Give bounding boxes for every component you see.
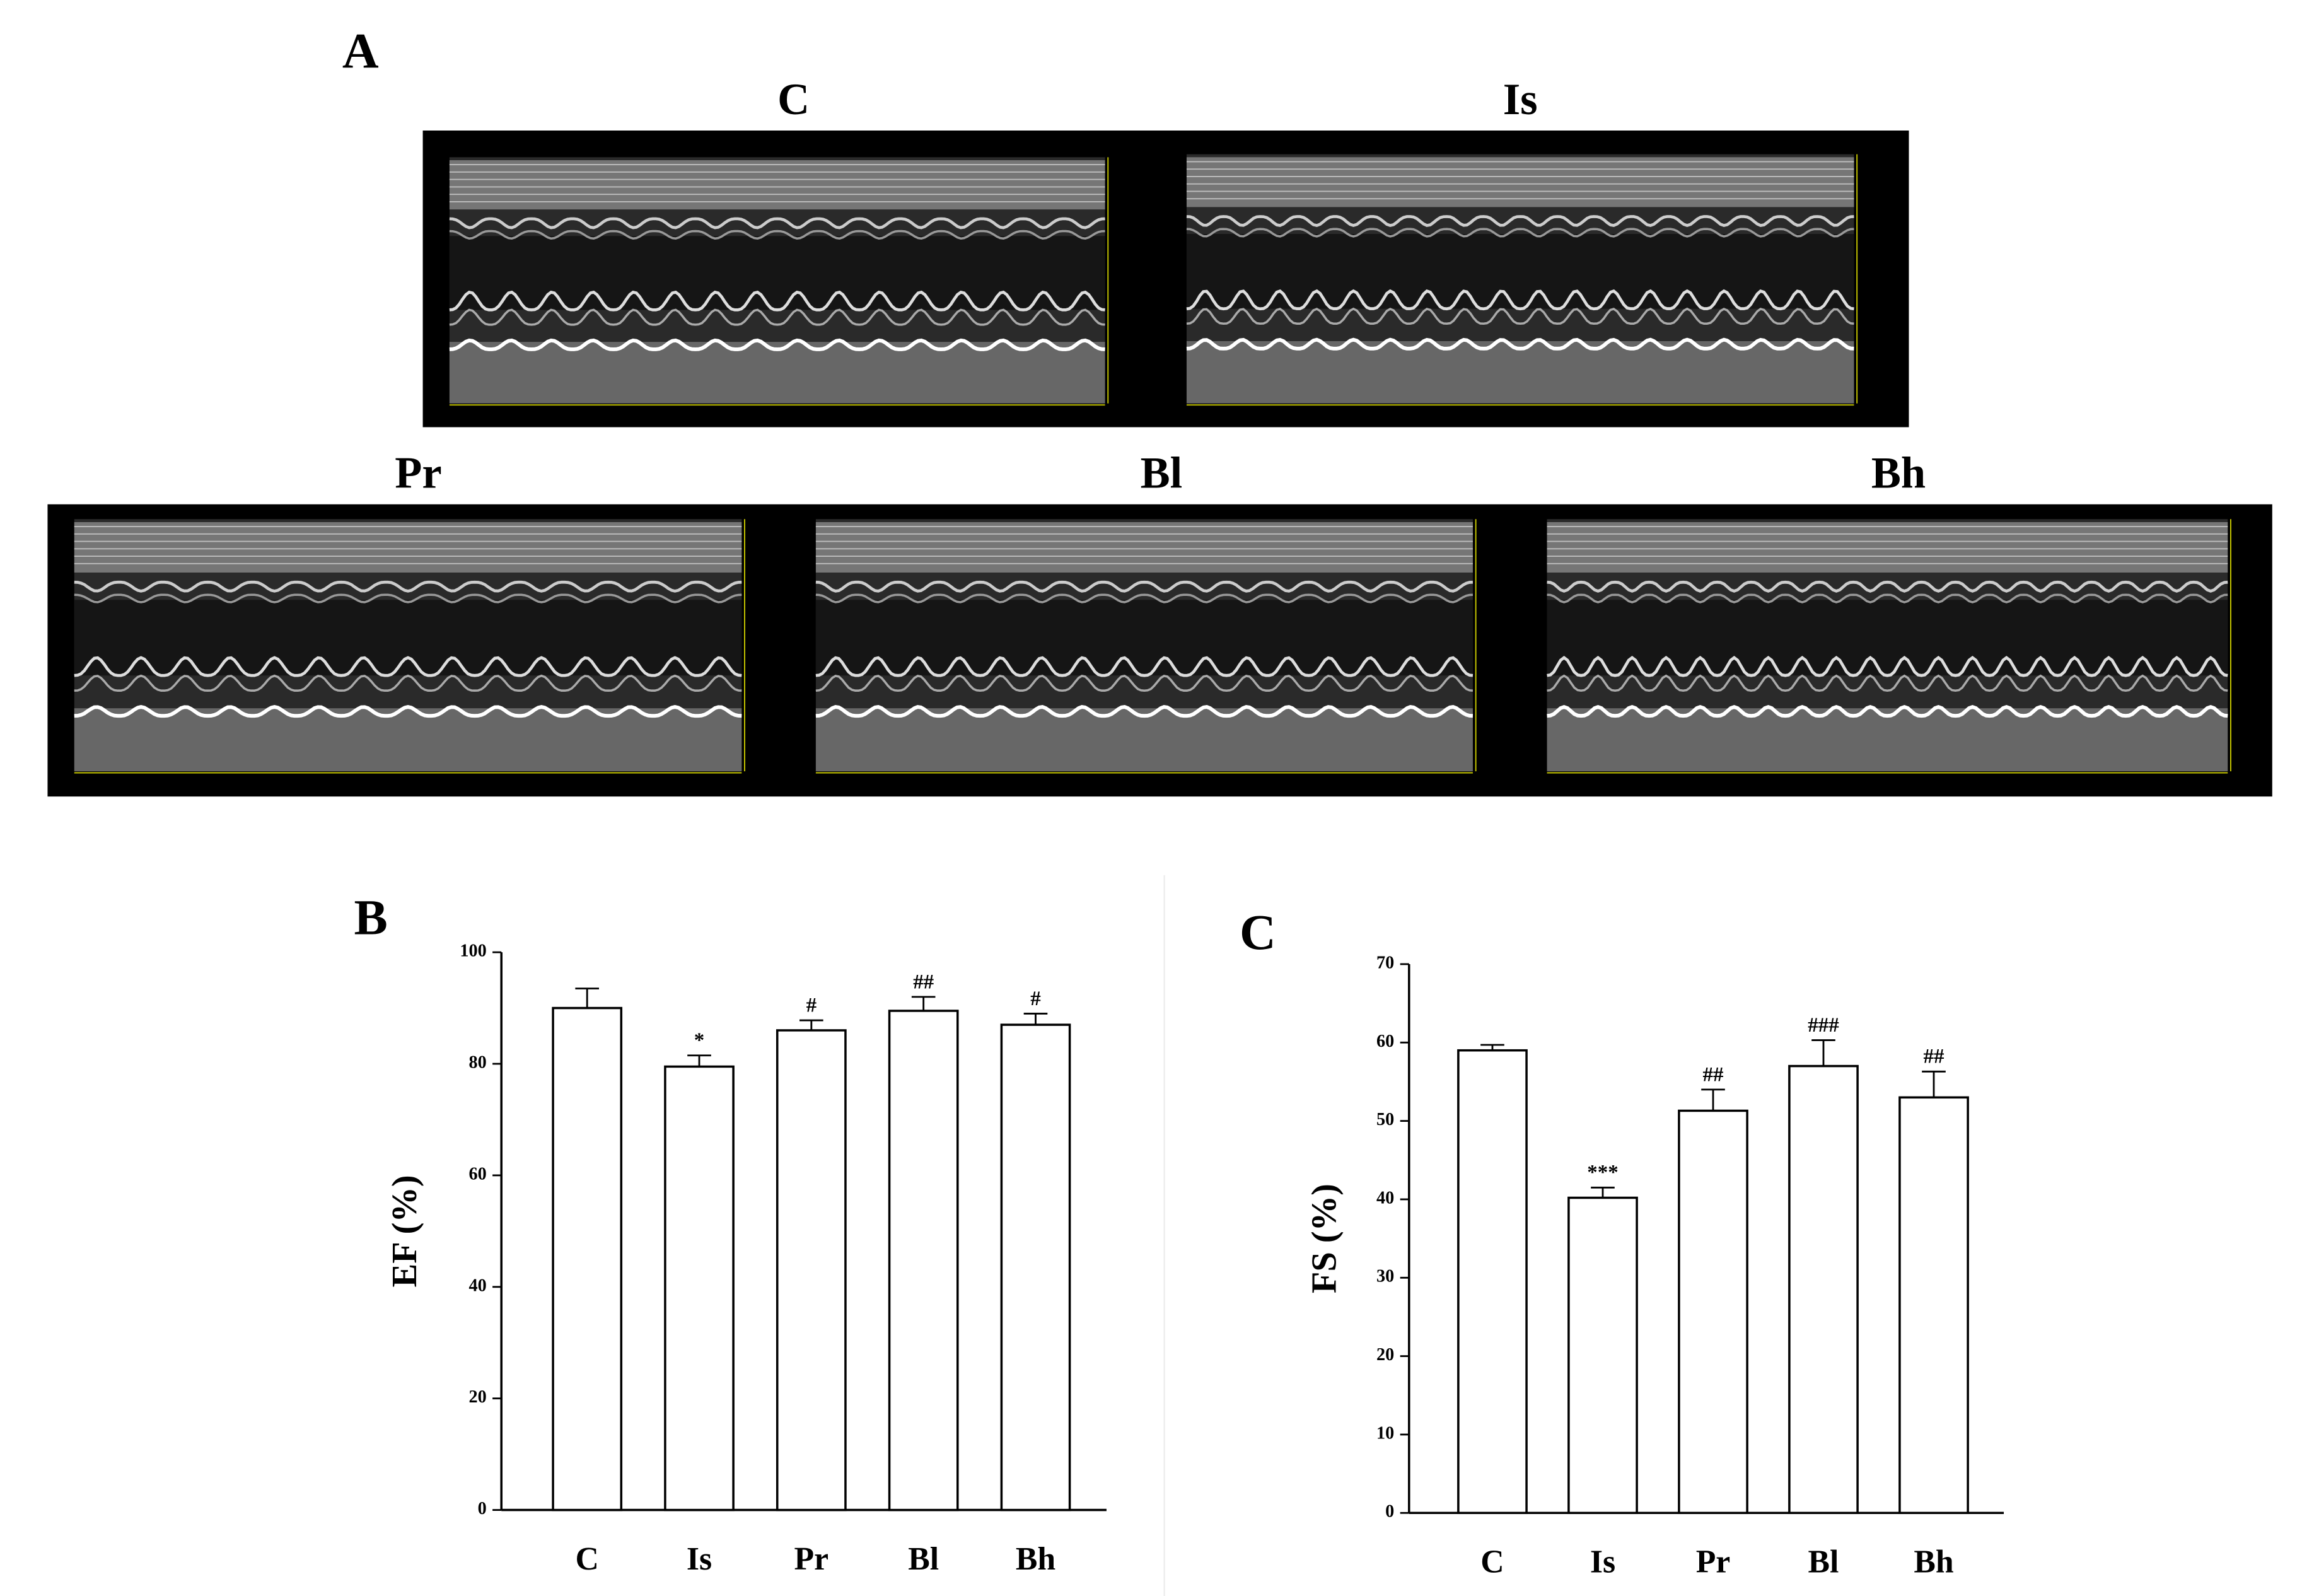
- echo-wave: [1186, 215, 1854, 228]
- y-tick-label: 100: [460, 941, 486, 961]
- echo-wave: [449, 338, 1105, 351]
- y-tick-label: 50: [1376, 1110, 1394, 1129]
- bar: [888, 1010, 959, 1512]
- echo-wave: [74, 656, 742, 677]
- y-tick-label: 10: [1376, 1423, 1394, 1443]
- echo-wave: [1547, 674, 2228, 692]
- image-label: C: [777, 75, 810, 124]
- echo-dark: [1186, 234, 1854, 309]
- significance-label: ##: [1924, 1046, 1944, 1068]
- echo-wave: [1186, 289, 1854, 311]
- echo-bottom: [815, 708, 1473, 772]
- y-tick-label: 70: [1376, 953, 1394, 972]
- significance-label: ##: [1703, 1063, 1724, 1086]
- bar: [1000, 1023, 1071, 1512]
- echo-wave: [449, 290, 1105, 312]
- x-tick-label: Is: [687, 1541, 712, 1577]
- bar: [1678, 1109, 1748, 1515]
- echo-band: [1547, 521, 2228, 573]
- x-tick-label: Bh: [1914, 1544, 1953, 1580]
- echo-wave: [815, 675, 1474, 692]
- echo-wave: [74, 580, 742, 593]
- x-tick-label: Bh: [1016, 1541, 1055, 1577]
- echo-bottom: [1186, 341, 1854, 404]
- bar: [1788, 1064, 1859, 1515]
- x-tick-label: Is: [1590, 1544, 1615, 1580]
- significance-label: ###: [1808, 1014, 1839, 1037]
- y-tick-label: 20: [1376, 1345, 1394, 1365]
- echo-band: [74, 521, 742, 573]
- echo-wave: [1186, 228, 1854, 238]
- bar: [1567, 1196, 1638, 1515]
- bar: [776, 1029, 847, 1512]
- echo-wave: [1186, 337, 1854, 351]
- echo-wave: [74, 705, 742, 718]
- echo-wave: [1547, 656, 2228, 677]
- bar: [664, 1065, 735, 1512]
- image-label: Bl: [1141, 449, 1183, 498]
- panel-label: A: [342, 24, 379, 79]
- image-label: Pr: [395, 449, 441, 498]
- echo-dark: [1547, 600, 2228, 676]
- y-tick-label: 0: [478, 1499, 487, 1518]
- echo-wave: [815, 593, 1474, 603]
- y-tick-label: 20: [468, 1387, 486, 1407]
- echo-wave: [1186, 307, 1854, 325]
- bar: [1457, 1049, 1528, 1515]
- echo-wave: [1547, 580, 2228, 593]
- echo-bottom: [449, 342, 1105, 404]
- image-label: Is: [1503, 75, 1538, 124]
- image-label: Bh: [1871, 449, 1926, 498]
- echo-wave: [815, 705, 1474, 718]
- echo-wave: [449, 217, 1105, 230]
- panel-label: C: [1240, 905, 1276, 960]
- bar: [1898, 1096, 1969, 1515]
- y-tick-label: 40: [468, 1276, 486, 1295]
- significance-label: ##: [913, 970, 934, 993]
- y-tick-label: 60: [1376, 1032, 1394, 1051]
- panel-label: B: [354, 890, 388, 945]
- echo-wave: [74, 674, 742, 692]
- echo-dark: [815, 600, 1473, 676]
- significance-label: ***: [1587, 1162, 1618, 1184]
- echo-wave: [1547, 704, 2228, 718]
- y-axis-label: FS (%): [1305, 1184, 1344, 1293]
- echo-dark: [74, 600, 742, 676]
- echo-wave: [449, 308, 1105, 326]
- x-tick-label: C: [575, 1541, 598, 1577]
- y-axis-label: EF (%): [385, 1175, 424, 1287]
- y-tick-label: 60: [468, 1164, 486, 1184]
- x-tick-label: Pr: [1696, 1544, 1731, 1580]
- y-tick-label: 30: [1376, 1267, 1394, 1286]
- x-tick-label: C: [1480, 1544, 1504, 1580]
- x-tick-label: Pr: [794, 1541, 829, 1577]
- significance-label: #: [806, 994, 817, 1016]
- echo-wave: [815, 580, 1474, 593]
- echo-bottom: [74, 708, 742, 772]
- echo-bottom: [1547, 708, 2228, 772]
- y-tick-label: 40: [1376, 1188, 1394, 1208]
- echo-band: [1186, 157, 1854, 207]
- x-tick-label: Bl: [908, 1541, 939, 1577]
- y-tick-label: 80: [468, 1052, 486, 1072]
- echo-wave: [815, 656, 1474, 677]
- echo-wave: [74, 593, 742, 603]
- x-tick-label: Bl: [1808, 1544, 1839, 1580]
- y-tick-label: 0: [1385, 1502, 1394, 1522]
- significance-label: #: [1030, 987, 1041, 1010]
- echo-wave: [449, 230, 1105, 240]
- bar: [552, 1006, 623, 1512]
- echo-dark: [449, 236, 1105, 310]
- echo-band: [815, 521, 1473, 573]
- significance-label: *: [694, 1029, 704, 1052]
- echo-wave: [1547, 593, 2228, 603]
